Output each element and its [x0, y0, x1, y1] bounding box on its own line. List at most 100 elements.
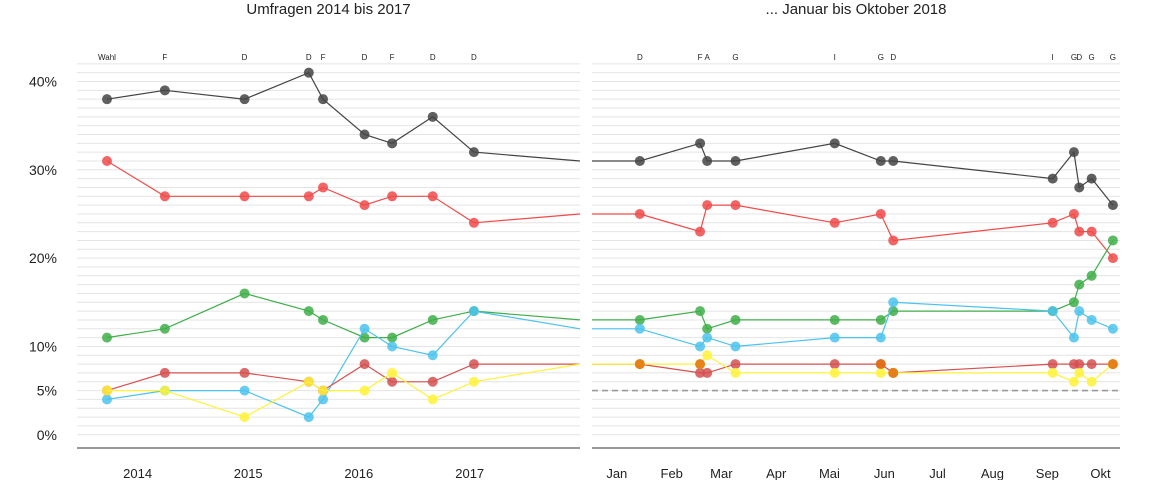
data-point	[730, 314, 741, 325]
series-black	[101, 67, 581, 162]
data-point	[1047, 173, 1058, 184]
data-point	[387, 332, 398, 343]
series-green	[101, 288, 581, 343]
data-point	[1068, 147, 1079, 158]
x-tick-label: Jul	[929, 466, 946, 480]
data-point	[359, 385, 370, 396]
data-point	[702, 367, 713, 378]
data-point	[888, 235, 899, 246]
data-point	[695, 367, 706, 378]
series-blue	[101, 306, 581, 423]
data-point	[730, 341, 741, 352]
data-point	[318, 182, 329, 193]
series-orange	[634, 359, 1118, 378]
data-point	[1086, 359, 1097, 370]
data-point	[875, 359, 886, 370]
data-point	[427, 394, 438, 405]
data-point	[1074, 279, 1085, 290]
data-point	[888, 155, 899, 166]
x-tick-label: Aug	[981, 466, 1004, 480]
poll-source-label: I	[1052, 53, 1054, 62]
poll-source-label: I	[834, 53, 836, 62]
poll-source-label: D	[306, 53, 312, 62]
data-point	[875, 367, 886, 378]
data-point	[427, 111, 438, 122]
series-line	[592, 301, 1114, 348]
data-point	[1086, 226, 1097, 237]
x-tick-label: Feb	[661, 466, 683, 480]
x-tick-label: Okt	[1090, 466, 1111, 480]
data-point	[829, 217, 840, 228]
data-point	[1074, 182, 1085, 193]
data-point	[695, 359, 706, 370]
data-point	[101, 385, 112, 396]
data-point	[634, 359, 645, 370]
data-point	[101, 394, 112, 405]
y-tick-label: 20%	[29, 250, 57, 266]
series-yellow	[101, 363, 581, 423]
data-point	[1074, 226, 1085, 237]
series-line	[106, 363, 580, 392]
panel-title: ... Januar bis Oktober 2018	[766, 1, 947, 18]
data-point	[888, 297, 899, 308]
data-point	[875, 332, 886, 343]
data-point	[318, 394, 329, 405]
data-point	[359, 323, 370, 334]
data-point	[1074, 367, 1085, 378]
data-point	[1107, 235, 1118, 246]
data-point	[1107, 253, 1118, 264]
x-tick-label: 2016	[344, 466, 373, 480]
data-point	[730, 367, 741, 378]
data-point	[875, 155, 886, 166]
y-axis: 0% 5% 10% 20% 30% 40%	[29, 73, 57, 442]
data-point	[303, 306, 314, 317]
poll-source-label: F	[390, 53, 395, 62]
poll-source-label: G	[1071, 53, 1077, 62]
data-point	[1074, 306, 1085, 317]
data-point	[427, 376, 438, 387]
poll-source-label: D	[890, 53, 896, 62]
data-point	[359, 359, 370, 370]
data-point	[829, 138, 840, 149]
data-point	[387, 376, 398, 387]
data-point	[1086, 173, 1097, 184]
poll-source-label: D	[1076, 53, 1082, 62]
data-point	[695, 138, 706, 149]
series-red	[101, 155, 581, 228]
panel-2: ... Januar bis Oktober 2018 Jan Feb Mar Apr M…	[592, 1, 1118, 480]
poll-source-label: A	[704, 53, 710, 62]
data-point	[239, 412, 250, 423]
data-point	[387, 341, 398, 352]
poll-source-label: D	[471, 53, 477, 62]
data-point	[239, 288, 250, 299]
data-point	[1068, 332, 1079, 343]
data-point	[101, 94, 112, 105]
panel-1: Umfragen 2014 bis 2017 2014 2015 2016 2017 Wa…	[98, 1, 581, 480]
series-line	[106, 292, 581, 339]
data-point	[159, 385, 170, 396]
chart-panels: Umfragen 2014 bis 2017 2014 2015 2016 2017 Wa…	[98, 1, 1118, 480]
data-point	[359, 200, 370, 211]
data-point	[303, 191, 314, 202]
data-point	[239, 191, 250, 202]
data-point	[875, 314, 886, 325]
x-tick-label: Jan	[606, 466, 627, 480]
data-point	[702, 332, 713, 343]
data-point	[159, 323, 170, 334]
data-point	[695, 341, 706, 352]
data-point	[427, 350, 438, 361]
data-point	[702, 200, 713, 211]
poll-source-label: F	[321, 53, 326, 62]
data-point	[888, 367, 899, 378]
y-tick-label: 5%	[37, 383, 57, 399]
data-point	[101, 332, 112, 343]
series-line	[107, 363, 581, 418]
poll-source-label: F	[698, 53, 703, 62]
data-point	[239, 94, 250, 105]
data-point	[387, 191, 398, 202]
series-blue	[592, 297, 1118, 352]
data-point	[1086, 270, 1097, 281]
data-point	[1068, 208, 1079, 219]
data-point	[702, 155, 713, 166]
